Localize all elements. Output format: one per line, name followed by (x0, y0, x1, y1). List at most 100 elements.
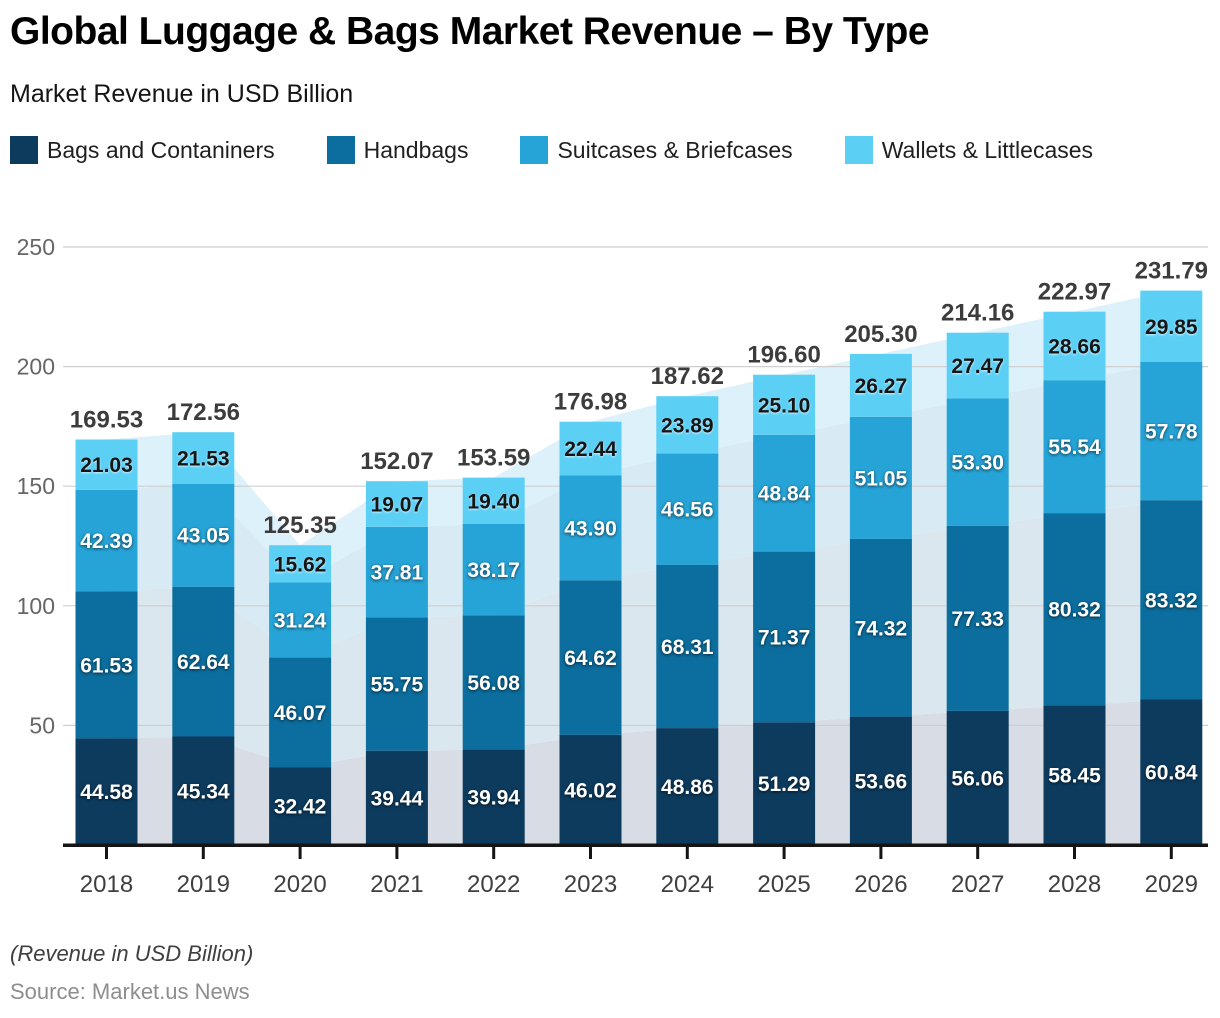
x-axis-line (63, 843, 1208, 847)
segment-value-label: 42.39 (80, 530, 133, 553)
bar-segment-2018 (75, 489, 138, 592)
bar-segment-2020 (269, 657, 332, 768)
bar-segment-2021 (365, 526, 428, 618)
bar-segment-2025 (753, 722, 816, 845)
total-value-label: 169.53 (70, 407, 143, 434)
legend-item-handbags: Handbags (326, 136, 469, 164)
bar-segment-2023 (559, 734, 622, 845)
segment-value-label: 68.31 (661, 636, 714, 659)
segment-value-label: 80.32 (1048, 599, 1101, 622)
y-axis-tick-label: 150 (17, 473, 55, 499)
segment-value-label: 19.07 (371, 494, 424, 517)
segment-value-label: 55.75 (371, 674, 424, 697)
chart-svg: 50 100 150 200 250 44.58 61.53 42.39 21.03 45.34 6… (17, 234, 1208, 898)
bar-segment-2020 (269, 767, 332, 845)
bar-segment-2021 (365, 750, 428, 845)
x-axis-tick-label: 2025 (757, 871, 810, 898)
bar-segment-2027 (946, 710, 1009, 845)
legend-item-suitcases-briefcases: Suitcases & Briefcases (520, 136, 793, 164)
segment-value-label: 51.29 (758, 773, 811, 796)
bar-segment-2029 (1140, 362, 1203, 501)
bar-segment-2021 (365, 481, 428, 527)
bar-segment-2020 (269, 582, 332, 658)
legend-swatch-icon (520, 136, 549, 164)
x-axis-tick (782, 847, 786, 859)
bar-segment-2027 (946, 398, 1009, 526)
bar-segment-2025 (753, 434, 816, 552)
bar-segment-2026 (849, 716, 912, 845)
bar-segment-2024 (656, 453, 719, 565)
legend-swatch-icon (10, 136, 38, 164)
x-axis-tick-label: 2026 (854, 871, 907, 898)
x-axis-tick (1073, 847, 1076, 859)
segment-value-label: 61.53 (80, 654, 133, 677)
segment-value-label: 71.37 (758, 627, 811, 650)
segment-value-label: 46.02 (564, 780, 617, 803)
x-axis-tick-label: 2022 (467, 871, 520, 898)
segment-value-label: 48.84 (758, 483, 811, 506)
segment-value-label: 32.42 (274, 796, 327, 819)
bar-segment-2028 (1043, 311, 1106, 381)
segment-labels: 44.58 61.53 42.39 21.03 45.34 62.64 43.05 21.53… (80, 316, 1198, 819)
segment-value-label: 37.81 (371, 562, 424, 585)
segment-value-label: 64.62 (564, 647, 617, 670)
x-axis-tick (879, 847, 883, 859)
x-axis-tick (976, 847, 980, 859)
total-value-label: 187.62 (651, 363, 724, 390)
segment-value-label: 56.06 (951, 768, 1004, 791)
bar-segment-2029 (1140, 500, 1203, 700)
segment-value-label: 27.47 (951, 355, 1004, 378)
y-axis-tick-label: 50 (29, 712, 55, 738)
total-value-label: 196.60 (747, 342, 820, 369)
x-axis-tick-label: 2020 (273, 871, 326, 898)
x-axis-tick-label: 2021 (370, 871, 423, 898)
bar-segment-2023 (559, 580, 622, 735)
segment-value-label: 22.44 (564, 438, 617, 461)
bar-segment-2027 (946, 525, 1009, 711)
segment-value-label: 44.58 (80, 781, 133, 804)
bar-segment-2024 (656, 396, 719, 454)
segment-value-label: 21.53 (177, 448, 230, 471)
segment-value-label: 39.44 (371, 787, 424, 810)
x-axis-tick (105, 847, 108, 859)
y-axis-tick-label: 200 (17, 354, 55, 380)
segment-value-label: 74.32 (855, 617, 908, 640)
bar-segment-2025 (753, 551, 816, 723)
bar-segment-2018 (75, 738, 138, 845)
segment-value-label: 19.40 (467, 490, 520, 513)
page-title: Global Luggage & Bags Market Revenue – B… (10, 10, 930, 53)
y-axis-tick-label: 100 (17, 593, 55, 619)
segment-value-label: 53.66 (855, 770, 908, 793)
bars (75, 290, 1203, 845)
total-value-label: 125.35 (263, 512, 336, 539)
segment-value-label: 83.32 (1145, 589, 1198, 612)
segment-value-label: 48.86 (661, 776, 714, 799)
segment-value-label: 46.56 (661, 499, 714, 522)
total-value-label: 205.30 (844, 321, 917, 348)
x-axis-tick-label: 2028 (1048, 871, 1101, 898)
bar-segment-2028 (1043, 380, 1106, 514)
total-labels: 169.53 172.56 125.35 152.07 153.59 176.98 187.… (70, 258, 1208, 540)
revenue-note: (Revenue in USD Billion) (10, 941, 254, 966)
source-credit: Source: Market.us News (10, 979, 250, 1004)
x-axis-tick-label: 2019 (177, 871, 230, 898)
bar-segment-2028 (1043, 705, 1106, 845)
segment-value-label: 77.33 (951, 608, 1004, 631)
segment-value-label: 38.17 (467, 559, 520, 582)
x-axis: 2018 2019 2020 2021 2022 2023 2024 2025 2026 2027… (63, 843, 1208, 898)
legend-label: Suitcases & Briefcases (557, 136, 793, 163)
legend-swatch-icon (326, 136, 355, 164)
bar-segment-2020 (269, 545, 332, 583)
segment-value-label: 39.94 (467, 787, 520, 810)
legend-item-bags-and-contaniners: Bags and Contaniners (10, 136, 275, 164)
segment-value-label: 25.10 (758, 394, 811, 417)
legend-label: Handbags (363, 136, 469, 163)
gridlines: 50 100 150 200 250 (17, 234, 1208, 738)
bar-segment-2026 (849, 538, 912, 717)
total-value-label: 214.16 (941, 300, 1014, 327)
segment-value-label: 28.66 (1048, 335, 1101, 358)
bar-segment-2018 (75, 439, 138, 490)
total-value-label: 172.56 (167, 399, 240, 426)
bar-segment-2021 (365, 617, 428, 751)
x-axis-tick-label: 2024 (661, 871, 714, 898)
